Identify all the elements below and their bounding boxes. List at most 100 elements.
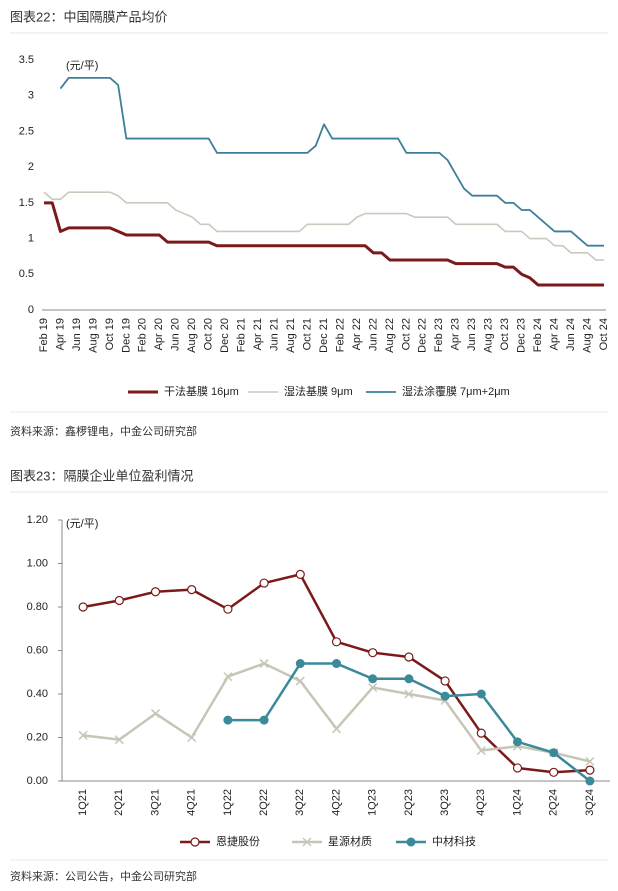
marker [150, 587, 161, 597]
marker [440, 676, 450, 686]
x-tick-label: Feb 23 [433, 318, 445, 352]
y-tick-label: 0.20 [27, 731, 48, 743]
marker [295, 659, 305, 669]
x-tick-label: Dec 23 [516, 318, 528, 353]
y-tick-label: 1 [28, 232, 34, 244]
x-tick-label: Apr 21 [252, 318, 264, 350]
marker [585, 776, 595, 786]
x-tick-label: Oct 20 [203, 318, 215, 350]
marker [150, 709, 161, 719]
x-tick-label: Aug 24 [581, 318, 593, 353]
marker [295, 569, 305, 579]
y-tick-label: 0 [28, 304, 34, 316]
x-tick-label: Oct 22 [400, 318, 412, 350]
x-tick-label: 1Q24 [511, 789, 523, 816]
x-tick-label: Apr 24 [548, 318, 560, 350]
x-tick-label: Dec 21 [318, 318, 330, 353]
x-tick-label: 3Q24 [584, 789, 596, 816]
y-tick-label: 3 [28, 90, 34, 102]
marker [440, 691, 450, 701]
y-tick-label: 0.40 [27, 688, 48, 700]
unit-label: (元/平) [66, 60, 98, 72]
marker [78, 730, 88, 740]
chart-title: 图表23：隔膜企业单位盈利情况 [10, 468, 193, 483]
marker [223, 604, 233, 614]
y-tick-label: 0.80 [27, 601, 48, 613]
x-tick-label: Dec 20 [219, 318, 231, 353]
chart-title: 图表22：中国隔膜产品均价 [10, 9, 167, 24]
x-tick-label: 2Q23 [403, 789, 415, 816]
marker [476, 728, 486, 738]
x-tick-label: Jun 21 [268, 318, 280, 351]
series-line [59, 76, 604, 247]
x-tick-label: 1Q21 [77, 789, 89, 816]
x-tick-label: 1Q23 [367, 789, 379, 816]
y-tick-label: 1.00 [27, 557, 48, 569]
marker [404, 674, 414, 684]
marker [406, 837, 416, 847]
x-tick-label: Apr 20 [153, 318, 165, 350]
marker [549, 767, 559, 777]
x-tick-label: 3Q21 [149, 789, 161, 816]
marker [331, 724, 342, 734]
x-tick-label: Oct 19 [104, 318, 116, 350]
y-tick-label: 1.20 [27, 514, 48, 526]
x-tick-label: Feb 24 [532, 318, 544, 352]
marker [187, 584, 197, 595]
x-tick-label: 4Q22 [330, 789, 342, 816]
marker [259, 578, 269, 588]
legend-label: 星源材质 [328, 834, 372, 848]
y-tick-label: 2.5 [19, 125, 34, 137]
legend-label: 中材科技 [432, 834, 476, 848]
x-tick-label: Feb 21 [236, 318, 248, 352]
x-tick-label: Feb 19 [38, 318, 50, 352]
x-tick-label: Feb 20 [137, 318, 149, 352]
x-tick-label: Aug 19 [87, 318, 99, 353]
marker [368, 682, 378, 693]
x-tick-label: 4Q21 [186, 789, 198, 816]
x-tick-label: Apr 19 [54, 318, 66, 350]
x-tick-label: 4Q23 [475, 789, 487, 816]
marker [512, 763, 523, 773]
y-tick-label: 0.00 [27, 775, 48, 787]
marker [259, 715, 269, 725]
marker [585, 765, 595, 775]
marker [114, 595, 124, 606]
legend-label: 恩捷股份 [216, 834, 260, 848]
marker [368, 648, 378, 658]
source-note: 资料来源：鑫椤锂电，中金公司研究部 [10, 424, 197, 438]
x-tick-label: Jun 19 [71, 318, 83, 351]
x-tick-label: Feb 22 [334, 318, 346, 352]
marker [368, 674, 378, 684]
marker [302, 837, 312, 847]
legend-label: 干法基膜 16μm [164, 384, 239, 398]
marker [513, 737, 522, 747]
unit-label: (元/平) [66, 518, 98, 530]
marker [187, 732, 197, 743]
marker [476, 746, 486, 756]
x-tick-label: 2Q21 [113, 789, 125, 816]
x-tick-label: Aug 20 [186, 318, 198, 353]
x-tick-label: Dec 19 [120, 318, 132, 353]
x-tick-label: 2Q24 [548, 789, 560, 816]
x-tick-label: 1Q22 [222, 789, 234, 816]
marker [585, 756, 595, 766]
series-line [43, 191, 604, 261]
marker [114, 735, 124, 745]
x-tick-label: Apr 23 [450, 318, 462, 350]
x-tick-label: Aug 23 [483, 318, 495, 353]
marker [259, 659, 269, 669]
marker [549, 748, 559, 758]
x-tick-label: Jun 23 [466, 318, 478, 351]
y-tick-label: 0.60 [27, 644, 48, 656]
y-tick-label: 0.5 [19, 268, 34, 280]
x-tick-label: 3Q23 [439, 789, 451, 816]
marker [223, 715, 233, 725]
x-tick-label: Oct 23 [499, 318, 511, 350]
marker [331, 637, 342, 647]
marker [404, 689, 414, 699]
marker [295, 676, 305, 686]
marker [190, 837, 200, 847]
source-note: 资料来源：公司公告，中金公司研究部 [10, 869, 197, 883]
series-line [82, 662, 591, 763]
